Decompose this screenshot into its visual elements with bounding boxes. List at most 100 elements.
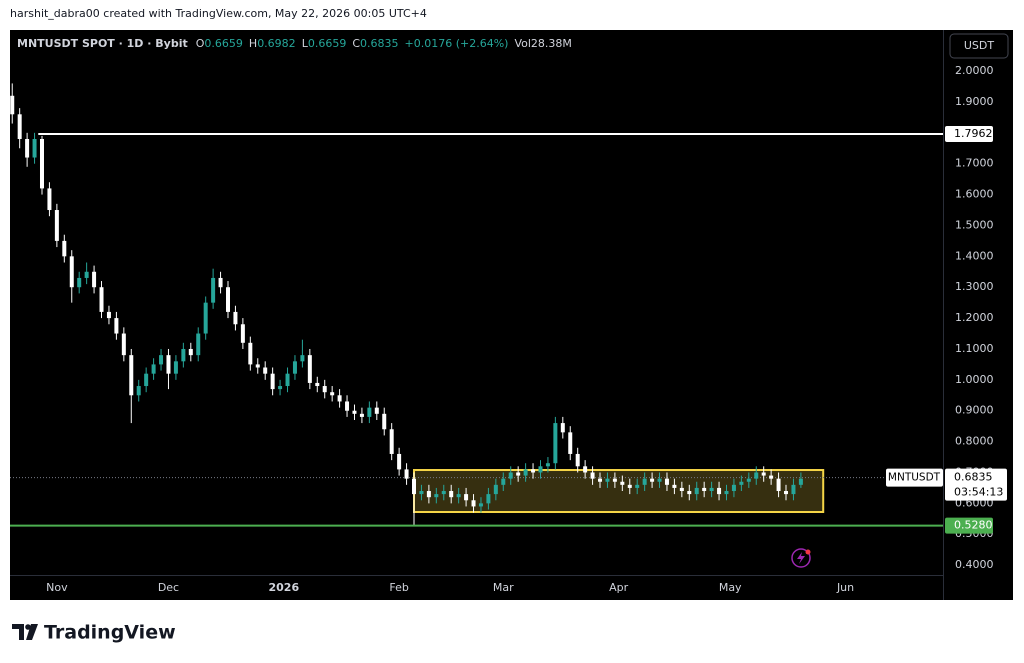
candle-body xyxy=(203,302,208,334)
candle-body xyxy=(136,386,141,396)
candle-body xyxy=(694,487,699,495)
x-tick-label: Nov xyxy=(46,581,68,594)
candle-body xyxy=(635,484,640,488)
x-tick-label: Dec xyxy=(158,581,179,594)
symbol-label: MNTUSDT xyxy=(888,472,941,484)
candle-body xyxy=(106,311,111,319)
candle-body xyxy=(166,355,171,374)
countdown: 03:54:13 xyxy=(954,486,1003,499)
y-tick-label: 1.4000 xyxy=(955,249,994,262)
candle-body xyxy=(285,373,290,387)
candle-body xyxy=(776,478,781,492)
chart-panel xyxy=(10,30,1013,600)
candle-body xyxy=(717,487,722,495)
y-tick-label: 1.3000 xyxy=(955,280,994,293)
candle-body xyxy=(114,318,119,334)
legend-text: MNTUSDT SPOT · 1D · Bybit O0.6659 H0.6982 L… xyxy=(17,37,572,50)
candle-body xyxy=(77,277,82,288)
candle-body xyxy=(196,333,201,356)
ohlc-value: 0.6659 xyxy=(308,37,347,50)
candle-body xyxy=(315,382,320,387)
candle-body xyxy=(263,367,268,374)
candle-body xyxy=(456,494,461,498)
x-tick-label: Feb xyxy=(389,581,408,594)
candle-body xyxy=(791,484,796,495)
candle-body xyxy=(471,500,476,507)
candle-body xyxy=(151,364,156,374)
candle-body xyxy=(702,487,707,492)
ohlc-value: 0.6982 xyxy=(257,37,296,50)
x-tick-label: Mar xyxy=(493,581,514,594)
candle-body xyxy=(583,466,588,473)
candle-body xyxy=(225,287,230,312)
candle-body xyxy=(590,472,595,479)
y-tick-label: 1.6000 xyxy=(955,188,994,201)
y-tick-label: 0.4000 xyxy=(955,558,994,571)
ohlc-value: 0.6835 xyxy=(360,37,399,50)
candle-body xyxy=(188,348,193,356)
candle-body xyxy=(449,491,454,498)
candle-body xyxy=(233,311,238,325)
candle-body xyxy=(307,355,312,383)
candle-body xyxy=(598,478,603,482)
candle-body xyxy=(687,491,692,495)
candle-body xyxy=(92,271,97,288)
candle-body xyxy=(54,210,59,241)
volume: Vol28.38M xyxy=(514,37,571,50)
candle-body xyxy=(270,373,275,390)
candle-body xyxy=(397,453,402,470)
candle-body xyxy=(218,277,223,288)
ohlc-key: L xyxy=(302,37,309,50)
candle-body xyxy=(359,413,364,417)
candle-body xyxy=(679,487,684,492)
ohlc-key: O xyxy=(196,37,205,50)
candle-body xyxy=(99,287,104,312)
candle-body xyxy=(121,333,126,356)
candle-body xyxy=(478,503,483,507)
candle-body xyxy=(531,469,536,473)
candle-body xyxy=(657,478,662,482)
price-label: 0.5280 xyxy=(954,519,993,532)
candle-body xyxy=(129,355,134,396)
y-tick-label: 1.0000 xyxy=(955,373,994,386)
currency[interactable]: USDT xyxy=(964,39,995,52)
candle-body xyxy=(84,271,89,278)
candle-body xyxy=(769,475,774,479)
credit: harshit_dabra00 created with TradingView… xyxy=(10,7,427,20)
candle-body xyxy=(374,407,379,414)
candle-body xyxy=(523,469,528,476)
candle-body xyxy=(731,484,736,492)
candle-body xyxy=(159,355,164,365)
candle-body xyxy=(173,361,178,374)
candle-body xyxy=(248,342,253,365)
candle-body xyxy=(404,469,409,479)
y-tick-label: 1.1000 xyxy=(955,342,994,355)
currency-button[interactable] xyxy=(949,33,1009,59)
candle-body xyxy=(798,478,803,485)
candle-body xyxy=(724,491,729,495)
y-tick-label: 1.9000 xyxy=(955,95,994,108)
candle-body xyxy=(278,386,283,390)
y-tick-label: 0.8000 xyxy=(955,435,994,448)
candle-body xyxy=(650,478,655,482)
candle-body xyxy=(464,494,469,501)
candle-body xyxy=(672,484,677,488)
candle-body xyxy=(10,95,15,115)
candle-body xyxy=(32,139,37,158)
candle-body xyxy=(486,494,491,504)
candle-body xyxy=(389,429,394,454)
change: +0.0176 (+2.64%) xyxy=(405,37,509,50)
candle-body xyxy=(612,478,617,482)
candle-body xyxy=(605,478,610,482)
brand: TradingView xyxy=(44,622,176,644)
candle-body xyxy=(322,386,327,393)
candle-body xyxy=(784,491,789,495)
candle-body xyxy=(746,478,751,482)
candle-body xyxy=(39,139,44,189)
ohlc-value: 0.6659 xyxy=(204,37,243,50)
price-label: 1.7962 xyxy=(954,127,993,140)
alert-dot xyxy=(805,549,811,555)
logo-dot xyxy=(25,624,31,630)
